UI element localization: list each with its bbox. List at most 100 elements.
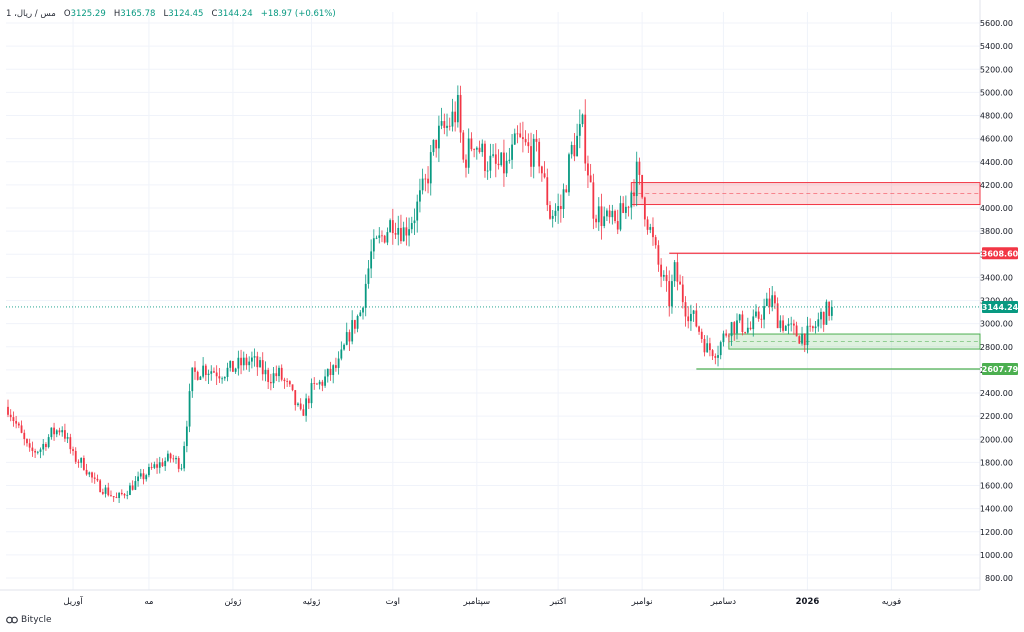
candle-body[interactable] bbox=[153, 464, 156, 468]
candle-body[interactable] bbox=[776, 303, 779, 329]
candle-body[interactable] bbox=[568, 154, 570, 193]
candle-body[interactable] bbox=[362, 307, 364, 313]
candle-body[interactable] bbox=[335, 365, 337, 368]
candle-body[interactable] bbox=[367, 268, 370, 284]
candle-body[interactable] bbox=[64, 430, 66, 439]
candle-body[interactable] bbox=[611, 210, 614, 218]
candle-body[interactable] bbox=[784, 325, 787, 331]
candle-body[interactable] bbox=[793, 323, 795, 326]
candle-body[interactable] bbox=[706, 343, 709, 353]
candle-body[interactable] bbox=[223, 376, 226, 379]
candle-body[interactable] bbox=[429, 152, 432, 184]
candle-body[interactable] bbox=[297, 403, 299, 406]
candle-body[interactable] bbox=[608, 210, 611, 218]
candle-body[interactable] bbox=[340, 349, 343, 359]
candle-body[interactable] bbox=[161, 462, 164, 467]
candle-body[interactable] bbox=[58, 430, 61, 433]
candle-body[interactable] bbox=[665, 274, 668, 282]
candle-body[interactable] bbox=[126, 494, 129, 496]
candle-body[interactable] bbox=[473, 149, 476, 151]
candle-body[interactable] bbox=[394, 233, 397, 235]
candle-body[interactable] bbox=[129, 485, 131, 495]
candle-body[interactable] bbox=[440, 121, 443, 126]
candle-body[interactable] bbox=[82, 457, 85, 470]
candle-body[interactable] bbox=[305, 398, 307, 416]
candle-body[interactable] bbox=[120, 492, 123, 495]
candle-body[interactable] bbox=[110, 495, 112, 497]
candle-body[interactable] bbox=[516, 133, 519, 135]
candle-body[interactable] bbox=[226, 367, 229, 377]
candle-body[interactable] bbox=[348, 332, 351, 342]
candle-body[interactable] bbox=[42, 443, 45, 450]
candle-body[interactable] bbox=[419, 190, 421, 202]
candle-body[interactable] bbox=[749, 327, 752, 330]
candle-body[interactable] bbox=[782, 320, 784, 331]
candle-body[interactable] bbox=[711, 350, 714, 357]
candle-body[interactable] bbox=[581, 114, 584, 125]
candle-body[interactable] bbox=[698, 326, 700, 332]
candle-body[interactable] bbox=[202, 365, 205, 377]
candle-body[interactable] bbox=[74, 450, 77, 462]
candle-body[interactable] bbox=[31, 447, 34, 451]
candle-body[interactable] bbox=[23, 432, 26, 440]
candle-body[interactable] bbox=[513, 133, 516, 145]
candle-body[interactable] bbox=[443, 121, 446, 128]
candle-body[interactable] bbox=[703, 338, 706, 353]
candle-body[interactable] bbox=[503, 152, 505, 174]
candle-body[interactable] bbox=[302, 409, 305, 416]
candle-body[interactable] bbox=[307, 398, 310, 404]
candle-body[interactable] bbox=[497, 163, 500, 166]
candle-body[interactable] bbox=[646, 219, 649, 230]
candle-body[interactable] bbox=[345, 332, 348, 345]
candle-body[interactable] bbox=[530, 146, 532, 167]
candle-body[interactable] bbox=[722, 333, 725, 343]
candle-body[interactable] bbox=[194, 367, 196, 372]
candle-body[interactable] bbox=[413, 220, 416, 224]
candle-body[interactable] bbox=[606, 210, 608, 217]
candle-body[interactable] bbox=[708, 343, 711, 351]
candle-body[interactable] bbox=[416, 201, 419, 221]
candle-body[interactable] bbox=[700, 331, 703, 339]
candle-body[interactable] bbox=[500, 152, 503, 166]
candle-body[interactable] bbox=[45, 443, 47, 448]
candle-body[interactable] bbox=[269, 381, 272, 384]
candle-body[interactable] bbox=[619, 203, 622, 230]
candle-body[interactable] bbox=[356, 316, 359, 329]
candle-body[interactable] bbox=[760, 318, 763, 320]
candle-body[interactable] bbox=[470, 138, 473, 150]
candle-body[interactable] bbox=[820, 311, 822, 320]
candle-body[interactable] bbox=[790, 323, 793, 325]
candle-body[interactable] bbox=[676, 262, 679, 282]
candle-body[interactable] bbox=[375, 237, 378, 239]
candle-body[interactable] bbox=[283, 379, 286, 382]
candle-body[interactable] bbox=[690, 313, 692, 322]
candle-body[interactable] bbox=[576, 135, 578, 157]
candle-body[interactable] bbox=[256, 356, 259, 368]
candle-body[interactable] bbox=[462, 132, 465, 160]
candle-body[interactable] bbox=[757, 311, 760, 319]
candle-body[interactable] bbox=[26, 439, 28, 444]
candle-body[interactable] bbox=[12, 417, 15, 422]
candle-body[interactable] bbox=[641, 174, 644, 198]
candle-body[interactable] bbox=[408, 229, 410, 236]
candle-body[interactable] bbox=[101, 492, 104, 494]
candle-body[interactable] bbox=[402, 227, 405, 242]
candle-body[interactable] bbox=[229, 360, 232, 368]
candle-body[interactable] bbox=[50, 427, 53, 438]
candle-body[interactable] bbox=[519, 133, 522, 138]
candle-body[interactable] bbox=[142, 473, 145, 480]
candle-body[interactable] bbox=[809, 325, 812, 327]
candle-body[interactable] bbox=[20, 425, 23, 433]
candle-body[interactable] bbox=[381, 235, 383, 237]
candle-body[interactable] bbox=[736, 320, 738, 334]
candle-body[interactable] bbox=[511, 144, 513, 160]
candle-body[interactable] bbox=[635, 161, 638, 197]
candle-body[interactable] bbox=[291, 384, 294, 391]
candle-body[interactable] bbox=[744, 332, 747, 333]
candle-body[interactable] bbox=[253, 356, 256, 358]
candle-body[interactable] bbox=[494, 154, 497, 164]
candle-body[interactable] bbox=[565, 189, 568, 193]
candle-body[interactable] bbox=[148, 467, 150, 476]
candle-body[interactable] bbox=[652, 227, 654, 238]
